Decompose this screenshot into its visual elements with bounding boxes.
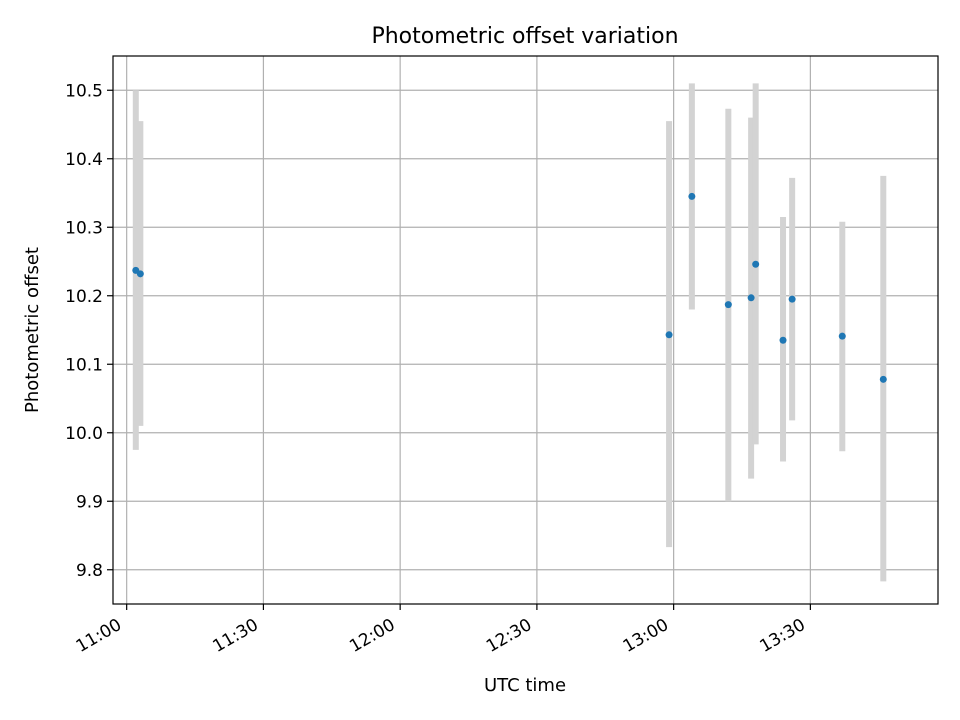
- x-tick-label: 12:00: [346, 615, 398, 657]
- y-tick-label: 9.9: [76, 492, 103, 512]
- x-tick-label: 11:00: [73, 615, 125, 657]
- data-point: [752, 260, 760, 268]
- data-points: [132, 192, 887, 383]
- y-axis-label: Photometric offset: [22, 247, 43, 413]
- data-point: [724, 301, 732, 309]
- y-tick-label: 10.3: [65, 218, 103, 238]
- x-axis-ticks: 11:00 11:30 12:00 12:30 13:00 13:30: [73, 604, 811, 657]
- y-tick-label: 10.2: [65, 287, 103, 307]
- y-tick-label: 10.1: [65, 355, 103, 375]
- x-tick-label: 13:00: [620, 615, 672, 657]
- x-tick-label: 13:30: [756, 615, 808, 657]
- data-point: [665, 331, 673, 339]
- data-point: [136, 270, 144, 278]
- y-axis-ticks: 9.8 9.9 10.0 10.1 10.2 10.3 10.4 10.5: [65, 81, 113, 581]
- error-bars: [132, 83, 887, 582]
- data-point: [788, 295, 796, 303]
- data-point: [747, 294, 755, 302]
- data-point: [779, 336, 787, 344]
- plot-frame: [112, 55, 939, 605]
- y-tick-label: 10.5: [65, 81, 103, 101]
- x-axis-label: UTC time: [484, 675, 566, 696]
- grid-lines: [113, 56, 938, 604]
- x-tick-label: 11:30: [209, 615, 261, 657]
- data-point: [838, 332, 846, 340]
- y-tick-label: 10.0: [65, 424, 103, 444]
- y-tick-label: 9.8: [76, 561, 103, 581]
- data-point: [879, 375, 887, 383]
- y-tick-label: 10.4: [65, 150, 103, 170]
- x-tick-label: 12:30: [483, 615, 535, 657]
- data-point: [688, 192, 696, 200]
- chart-title: Photometric offset variation: [371, 24, 678, 49]
